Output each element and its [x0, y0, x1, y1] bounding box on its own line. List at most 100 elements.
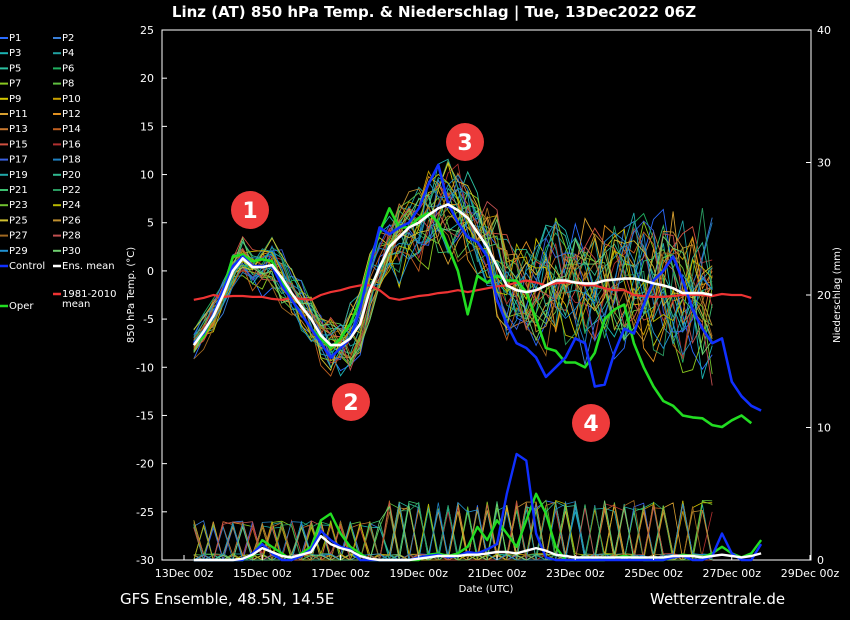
member-temp-line	[193, 186, 713, 352]
x-tick-label: 21Dec 00z	[468, 567, 527, 580]
member-temp-line	[193, 158, 713, 357]
legend-entry: P24	[62, 200, 81, 211]
annotation-number: 2	[343, 391, 358, 416]
legend-entry: P13	[9, 124, 28, 135]
annotation-marker: 2	[332, 383, 370, 421]
annotation-number: 3	[457, 131, 472, 156]
legend-entry: P15	[9, 139, 28, 150]
legend-entry: P12	[62, 109, 81, 120]
y2-tick-label: 20	[817, 289, 831, 302]
chart-title: Linz (AT) 850 hPa Temp. & Niederschlag |…	[172, 3, 696, 22]
y-tick-label: 0	[147, 265, 154, 278]
y-tick-label: 25	[140, 24, 154, 37]
annotation-circle	[446, 123, 484, 161]
legend-entry: P2	[62, 33, 74, 44]
y-tick-label: 10	[140, 169, 154, 182]
y2-tick-label: 0	[817, 554, 824, 567]
y-tick-label: 5	[147, 217, 154, 230]
legend-ens-mean-label: Ens. mean	[62, 261, 115, 272]
legend-entry: P6	[62, 63, 74, 74]
annotation-number: 1	[242, 199, 257, 224]
y-tick-label: 15	[140, 120, 154, 133]
x-tick-label: 27Dec 00z	[702, 567, 761, 580]
y-tick-label: -5	[143, 313, 154, 326]
legend-entry: P20	[62, 170, 81, 181]
footer-model-info: GFS Ensemble, 48.5N, 14.5E	[120, 590, 334, 608]
legend-entry: P5	[9, 63, 21, 74]
ens-mean-line	[192, 203, 713, 347]
legend-entry: P19	[9, 170, 28, 181]
legend-entry: P25	[9, 215, 28, 226]
legend-entry: P7	[9, 79, 21, 90]
control-line	[192, 163, 762, 412]
y-tick-label: -30	[136, 554, 154, 567]
legend-entry: P27	[9, 231, 28, 242]
x-tick-label: 19Dec 00z	[389, 567, 448, 580]
legend-entry: P29	[9, 246, 28, 257]
x-tick-label: 17Dec 00z	[311, 567, 370, 580]
x-axis-label: Date (UTC)	[459, 584, 514, 595]
axes: 25 20 15 10 5 0 -5 -10 -15 -20 -25 -30 40 30 20 10 0 13De…	[136, 24, 839, 580]
x-tick-label: 29Dec 00z	[781, 567, 840, 580]
member-temp-line	[193, 206, 713, 360]
member-temp-line	[193, 180, 713, 350]
main-lines	[192, 163, 763, 562]
y2-tick-label: 30	[817, 157, 831, 170]
annotation-circle	[332, 383, 370, 421]
legend-entry: P23	[9, 200, 28, 211]
oper-line	[193, 207, 753, 429]
annotation-markers: 1 2 3 4	[231, 123, 610, 442]
member-temp-line	[193, 161, 713, 372]
y-tick-label: -10	[136, 361, 154, 374]
member-temp-line	[193, 174, 713, 356]
y2-tick-label: 40	[817, 24, 831, 37]
control-precip-line	[193, 452, 763, 562]
legend-entry: P30	[62, 246, 81, 257]
legend-control-label: Control	[9, 261, 45, 272]
y2-axis-label: Niederschlag (mm)	[832, 247, 843, 343]
member-temp-line	[193, 162, 713, 349]
member-temp-line	[193, 172, 713, 361]
annotation-circle	[231, 191, 269, 229]
legend-clim-mean-label: 1981-2010	[62, 289, 117, 300]
annotation-number: 4	[583, 412, 598, 437]
legend-entry: P10	[62, 94, 81, 105]
legend-oper-label: Oper	[9, 301, 34, 312]
annotation-marker: 3	[446, 123, 484, 161]
legend-clim-mean-label-line2: mean	[62, 299, 90, 310]
legend-entry: P9	[9, 94, 21, 105]
y-tick-label: -20	[136, 458, 154, 471]
legend-entry: P17	[9, 155, 28, 166]
annotation-circle	[572, 404, 610, 442]
legend-entry: P28	[62, 231, 81, 242]
x-tick-label: 13Dec 00z	[155, 567, 214, 580]
annotation-marker: 4	[572, 404, 610, 442]
member-temp-line	[193, 173, 713, 351]
member-temp-line	[193, 194, 713, 361]
y2-tick-label: 10	[817, 422, 831, 435]
legend-entry: P1	[9, 33, 21, 44]
y-axis-label: 850 hPa Temp. (°C)	[126, 247, 137, 343]
annotation-marker: 1	[231, 191, 269, 229]
legend-entry: P4	[62, 48, 74, 59]
member-temp-line	[193, 204, 713, 366]
y-tick-label: -25	[136, 506, 154, 519]
legend-entry: P21	[9, 185, 28, 196]
legend-entry: P26	[62, 215, 81, 226]
legend-entry: P14	[62, 124, 81, 135]
x-tick-label: 23Dec 00z	[546, 567, 605, 580]
legend-entry: P8	[62, 79, 74, 90]
x-tick-label: 15Dec 00z	[233, 567, 292, 580]
y-tick-label: 20	[140, 72, 154, 85]
legend-entry: P11	[9, 109, 28, 120]
y-tick-label: -15	[136, 409, 154, 422]
legend-entry: P22	[62, 185, 81, 196]
x-tick-label: 25Dec 00z	[624, 567, 683, 580]
legend-entry: P16	[62, 139, 81, 150]
legend-entry: P18	[62, 155, 81, 166]
legend: P1 P2 P3 P4 P5 P6 P7 P8 P9 P10 P11 P12 P13 P14 P15 P16 P…	[0, 33, 117, 312]
footer-site: Wetterzentrale.de	[650, 590, 785, 608]
legend-entry: P3	[9, 48, 21, 59]
ens-mean-precip-line	[193, 534, 762, 562]
